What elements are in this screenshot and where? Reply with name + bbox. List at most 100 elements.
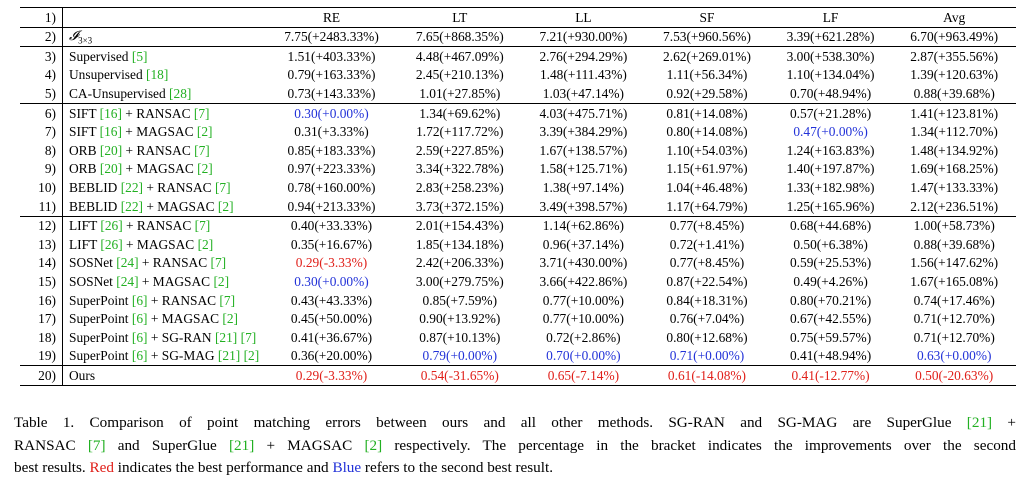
cell-lt: 0.87(+10.13%): [419, 329, 501, 345]
table-row: 5) CA-Unsupervised [28] 0.73(+143.33%) 1.01…: [20, 84, 1016, 104]
cell-avg: 1.67(+165.08%): [910, 273, 999, 289]
citation-ref: [6]: [131, 329, 148, 345]
citation-ref: [2]: [196, 124, 213, 140]
cell-ll: 0.96(+37.14%): [542, 236, 624, 252]
row-index: 3): [20, 46, 63, 66]
cell-avg: 0.71(+12.70%): [913, 311, 995, 327]
citation-ref: [7]: [87, 436, 106, 454]
method-name: SuperPoint [6] + RANSAC [7]: [63, 291, 266, 310]
cell-lt: 0.85(+7.59%): [422, 292, 498, 308]
col-header-ll: LL: [521, 7, 646, 28]
cell-lf: 0.68(+44.68%): [768, 215, 893, 236]
cell-re: 0.31(+3.33%): [294, 124, 369, 140]
method-text: + RANSAC: [122, 218, 195, 234]
cell-re: 1.51(+403.33%): [287, 48, 376, 64]
cell-avg: 0.88(+39.68%): [913, 236, 995, 252]
method-text: CA-Unsupervised: [69, 85, 170, 101]
method-name: Supervised [5]: [63, 47, 266, 66]
cell-re: 0.30(+0.00%): [294, 273, 369, 289]
method-text: + MAGSAC: [122, 236, 198, 252]
method-text: Unsupervised: [69, 67, 146, 83]
cell-ll: 1.38(+97.14%): [542, 179, 624, 195]
cell-lf: 0.50(+6.38%): [793, 236, 868, 252]
citation-ref: [24]: [116, 273, 139, 289]
table-row: 9) ORB [20] + MAGSAC [2] 0.97(+223.33%) 3.3…: [20, 159, 1016, 179]
method-name: BEBLID [22] + MAGSAC [2]: [63, 197, 266, 216]
method-text: Supervised: [69, 48, 132, 64]
cell-re: 0.97(+223.33%): [287, 161, 376, 177]
method-text: ORB: [69, 142, 100, 158]
citation-ref: [7]: [193, 105, 210, 121]
method-text: BEBLID: [69, 179, 121, 195]
method-text: + MAGSAC: [138, 273, 214, 289]
table-row: 8) ORB [20] + RANSAC [7] 0.85(+183.33%) 2.5…: [20, 141, 1016, 160]
citation-ref: [16]: [99, 105, 122, 121]
table-row: 17) SuperPoint [6] + MAGSAC [2] 0.45(+50.0…: [20, 309, 1016, 329]
row-index: 2): [20, 27, 63, 48]
cell-sf: 0.81(+14.08%): [645, 102, 769, 123]
cell-lt: 3.73(+372.15%): [415, 198, 504, 214]
citation-ref: [7]: [240, 329, 257, 345]
table-row: 14) SOSNet [24] + RANSAC [7] 0.29(-3.33%) 2…: [20, 253, 1016, 273]
cell-sf: 0.80(+14.08%): [666, 124, 748, 140]
cell-sf: 0.72(+1.41%): [669, 236, 745, 252]
citation-ref: [6]: [131, 292, 148, 308]
caption-text: indicates the best performance and: [113, 459, 333, 476]
method-text: + MAGSAC: [122, 161, 198, 177]
table-row: 12) LIFT [26] + RANSAC [7] 0.40(+33.33%) 2.…: [20, 215, 1016, 236]
method-text: SIFT: [69, 124, 100, 140]
citation-ref: [21]: [214, 329, 238, 345]
cell-avg: 2.87(+355.56%): [910, 48, 999, 64]
legend-red-word: Red: [89, 459, 114, 476]
cell-re: 7.75(+2483.33%): [265, 27, 398, 48]
cell-re: 0.30(+0.00%): [265, 102, 398, 123]
table-row: 13) LIFT [26] + MAGSAC [2] 0.35(+16.67%) 1.…: [20, 235, 1016, 254]
cell-re: 0.94(+213.33%): [287, 198, 376, 214]
citation-ref: [2]: [197, 236, 214, 252]
cell-lf: 0.67(+42.55%): [789, 311, 872, 327]
cell-lf: 1.25(+165.96%): [786, 198, 875, 214]
cell-re: 0.73(+143.33%): [287, 85, 376, 101]
caption-text: + MAGSAC: [254, 436, 365, 454]
method-name: BEBLID [22] + RANSAC [7]: [63, 178, 266, 197]
cell-lf: 0.70(+48.94%): [789, 85, 872, 101]
cell-lf: 0.80(+70.21%): [789, 292, 872, 308]
col-header-lt: LT: [398, 7, 522, 28]
cell-re: 0.36(+20.00%): [290, 348, 373, 364]
citation-ref: [2]: [197, 161, 213, 177]
cell-lt: 2.45(+210.13%): [415, 67, 504, 83]
cell-lt: 4.48(+467.09%): [415, 48, 504, 64]
method-name: SOSNet [24] + RANSAC [7]: [63, 254, 266, 273]
citation-ref: [6]: [131, 348, 148, 364]
cell-avg: 0.71(+12.70%): [913, 329, 995, 345]
method-text: + MAGSAC: [147, 311, 223, 327]
caption-text: refers to the second best result.: [361, 459, 554, 476]
cell-avg: 1.56(+147.62%): [910, 255, 999, 271]
cell-lt: 1.34(+69.62%): [398, 102, 522, 123]
method-text: + RANSAC: [121, 105, 194, 121]
method-text: + RANSAC: [143, 179, 215, 195]
cell-sf: 0.80(+12.68%): [666, 329, 748, 345]
method-text: LIFT: [69, 236, 101, 252]
citation-ref: [21]: [229, 436, 255, 454]
cell-lf: 1.10(+134.04%): [786, 67, 875, 83]
identity-symbol: 𝓘: [69, 27, 79, 43]
citation-ref: [5]: [131, 48, 148, 64]
table-row: 18) SuperPoint [6] + SG-RAN [21] [7] 0.41(…: [20, 328, 1016, 347]
results-table: 1) RE LT LL SF LF Avg 2) 𝓘3×3 7.75(+2483…: [20, 7, 1016, 386]
caption-text: +: [992, 414, 1016, 431]
cell-sf: 0.71(+0.00%): [669, 348, 745, 364]
cell-avg: 0.74(+17.46%): [913, 292, 995, 308]
method-text: SOSNet: [69, 255, 117, 271]
col-header-re: RE: [265, 7, 398, 28]
cell-lt: 2.42(+206.33%): [415, 255, 504, 271]
method-name: SuperPoint [6] + MAGSAC [2]: [63, 310, 266, 329]
cell-re: 0.45(+50.00%): [290, 311, 373, 327]
cell-avg: 0.63(+0.00%): [916, 348, 992, 364]
cell-sf: 1.15(+61.97%): [666, 161, 748, 177]
table-row: 10) BEBLID [22] + RANSAC [7] 0.78(+160.00%…: [20, 178, 1016, 197]
cell-ll: 3.39(+384.29%): [539, 124, 628, 140]
cell-lf: 1.24(+163.83%): [786, 142, 875, 158]
row-index: 13): [20, 235, 63, 254]
row-index: 15): [20, 272, 63, 291]
